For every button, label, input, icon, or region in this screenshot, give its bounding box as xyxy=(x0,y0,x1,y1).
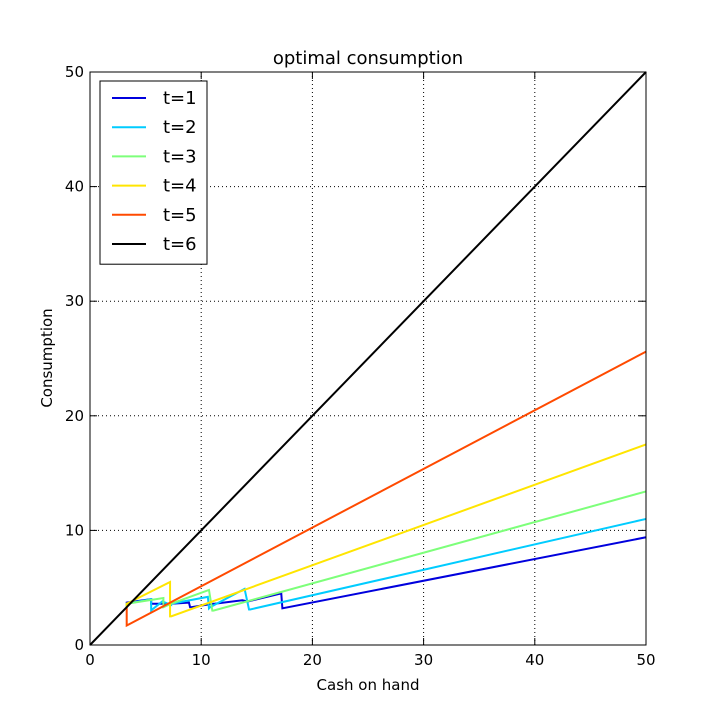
y-tick-label: 40 xyxy=(65,178,84,196)
x-tick-label: 40 xyxy=(525,651,544,669)
legend: t=1 t=2 t=3 t=4 t=5 t=6 xyxy=(99,80,208,265)
series-line-t-5 xyxy=(125,350,647,628)
legend-label: t=6 xyxy=(163,234,197,255)
legend-label: t=1 xyxy=(163,88,197,109)
x-tick-label: 0 xyxy=(85,651,95,669)
legend-label: t=4 xyxy=(163,176,197,197)
y-tick-label: 10 xyxy=(65,521,84,539)
x-tick-label: 50 xyxy=(636,651,655,669)
plot-frame xyxy=(89,71,647,646)
x-tick-label: 20 xyxy=(303,651,322,669)
y-axis-label: Consumption xyxy=(38,308,56,407)
series-line-t-3 xyxy=(125,490,647,612)
y-tick-label: 0 xyxy=(74,636,84,654)
series-lines xyxy=(89,71,647,646)
legend-label: t=5 xyxy=(163,205,197,226)
legend-box xyxy=(99,80,208,265)
legend-label: t=2 xyxy=(163,117,197,138)
x-tick-label: 30 xyxy=(414,651,433,669)
y-tick-label: 50 xyxy=(65,63,84,81)
legend-label: t=3 xyxy=(163,146,197,167)
y-tick-label: 20 xyxy=(65,407,84,425)
x-axis-label: Cash on hand xyxy=(317,676,420,694)
series-line-t-4 xyxy=(125,443,647,618)
chart-title: optimal consumption xyxy=(273,48,463,69)
x-tick-label: 10 xyxy=(192,651,211,669)
axis-ticks: 0 10 20 30 40 50 0 10 20 30 40 50 xyxy=(65,63,656,669)
series-line-t-6 xyxy=(89,71,647,646)
y-tick-label: 30 xyxy=(65,292,84,310)
